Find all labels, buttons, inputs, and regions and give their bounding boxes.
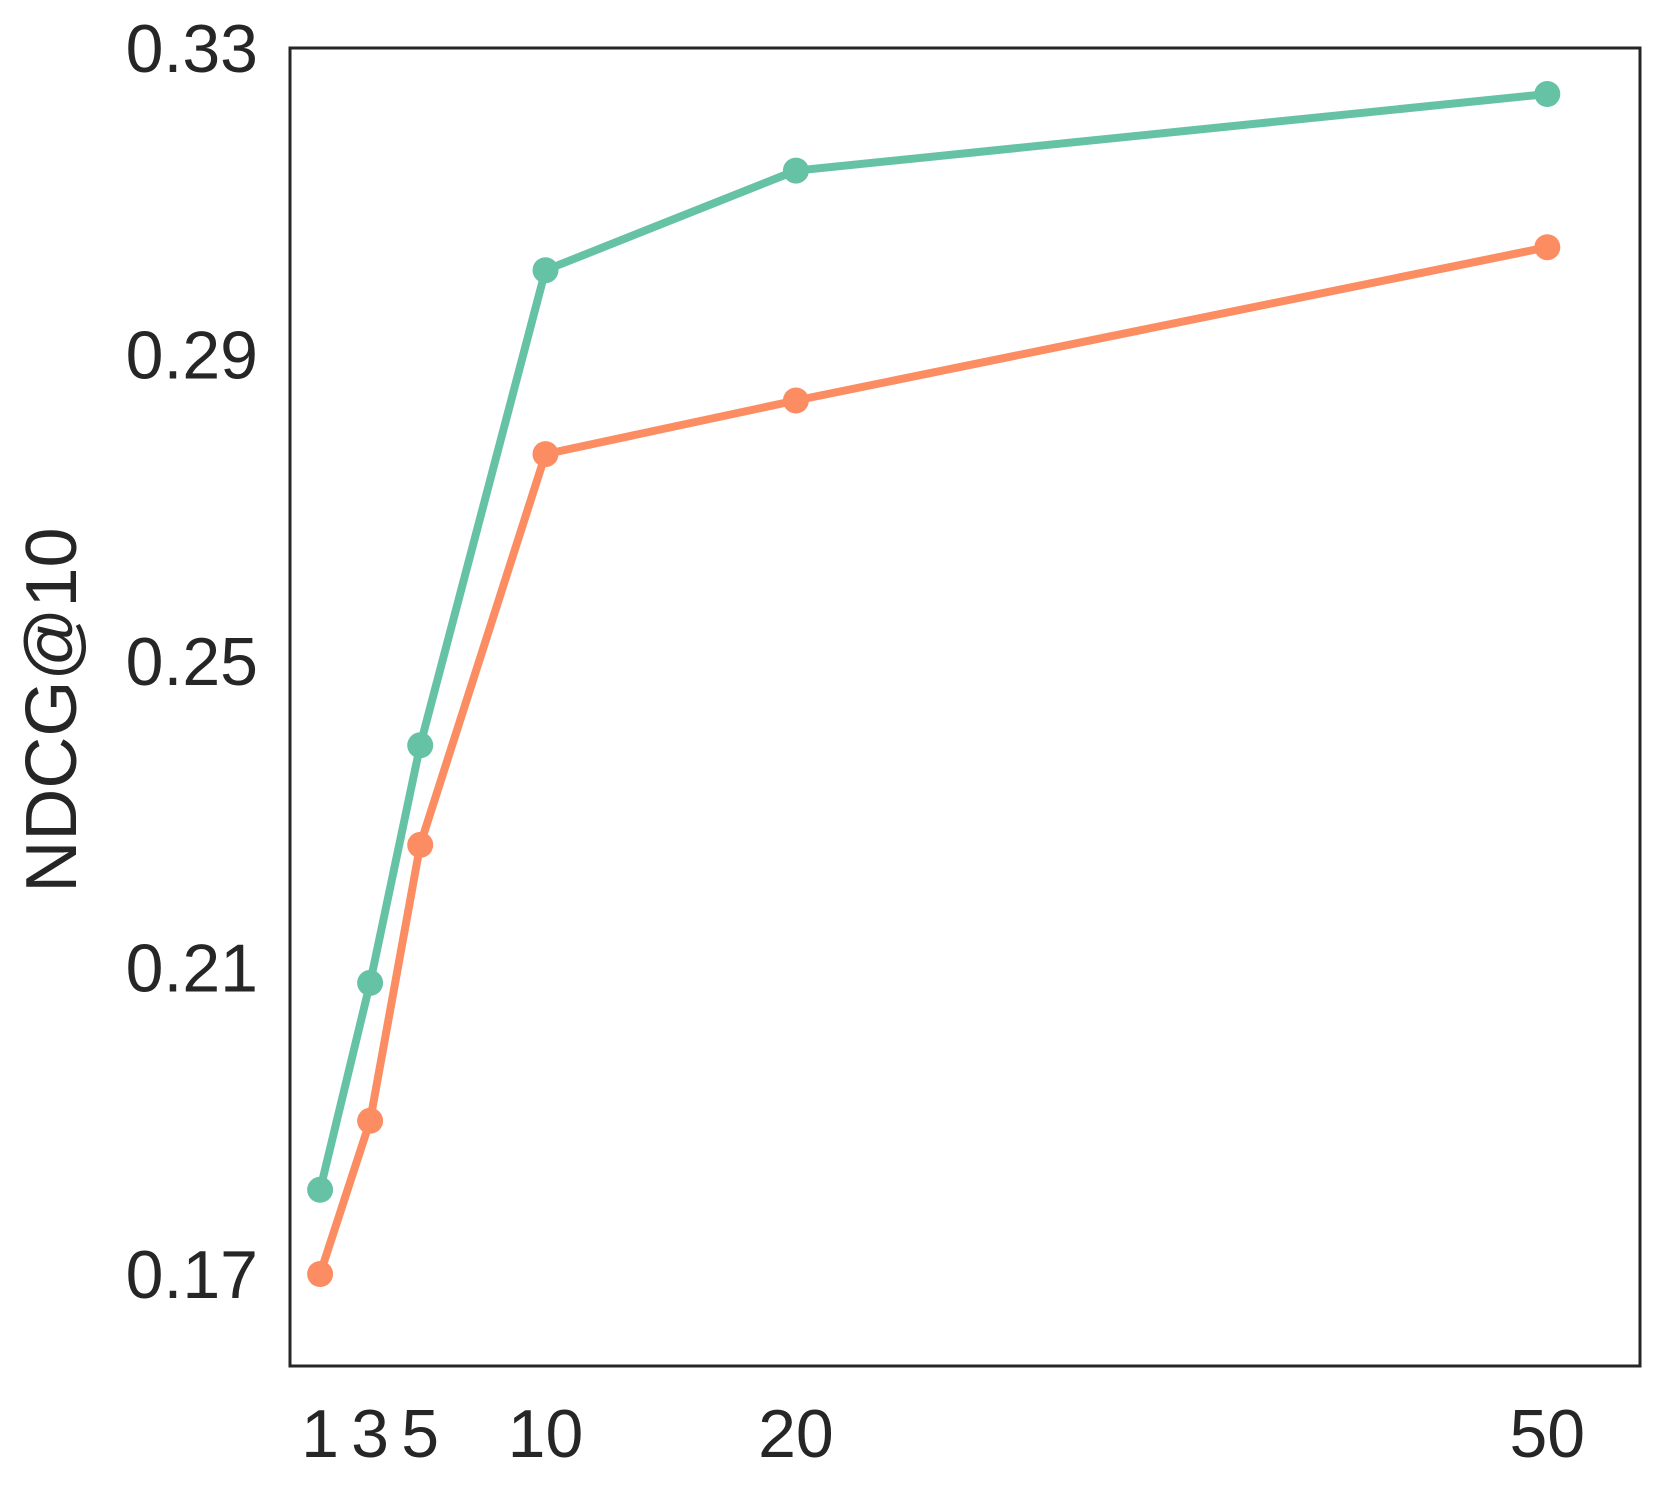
series-2-point-5 — [782, 387, 809, 414]
x-axis-ticks: 1 3 5 10 20 50 — [301, 1396, 1585, 1472]
y-axis-ticks: 0.17 0.21 0.25 0.29 0.33 — [126, 11, 258, 1313]
x-tick-label-1: 1 — [301, 1396, 339, 1472]
y-axis-label: NDCG@10 — [12, 527, 92, 892]
x-tick-label-4: 10 — [508, 1396, 584, 1472]
y-tick-label-3: 0.25 — [126, 624, 258, 700]
series-2-line — [316, 243, 1552, 1278]
series-2-point-6 — [1534, 234, 1561, 261]
y-tick-label-2: 0.21 — [126, 931, 258, 1007]
series-1-point-1 — [307, 1176, 334, 1203]
x-tick-label-3: 5 — [401, 1396, 439, 1472]
y-tick-label-4: 0.29 — [126, 318, 258, 394]
x-tick-label-6: 50 — [1509, 1396, 1585, 1472]
series-1-point-4 — [532, 257, 559, 284]
series-2-point-3 — [407, 831, 434, 858]
series-1-point-2 — [357, 969, 384, 996]
y-tick-label-5: 0.33 — [126, 11, 258, 87]
series-1-point-3 — [407, 732, 434, 759]
series-1-line — [316, 90, 1552, 1194]
series-1-point-5 — [782, 157, 809, 184]
y-tick-label-1: 0.17 — [126, 1237, 258, 1313]
series-2-point-2 — [357, 1107, 384, 1134]
x-tick-label-2: 3 — [351, 1396, 389, 1472]
plot-frame — [288, 46, 1642, 1368]
series-2-point-1 — [307, 1261, 334, 1287]
x-tick-label-5: 20 — [758, 1396, 834, 1472]
series-2-point-4 — [532, 441, 559, 468]
series-layer — [307, 81, 1561, 1287]
series-1-point-6 — [1534, 81, 1561, 107]
